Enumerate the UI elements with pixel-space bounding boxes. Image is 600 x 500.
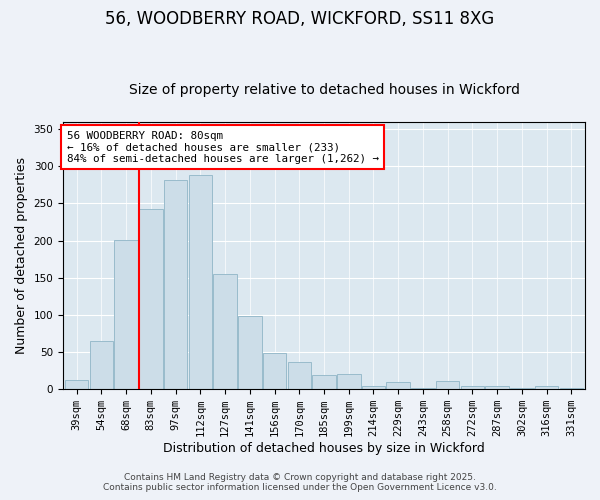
Bar	[89, 341, 113, 389]
Bar	[312, 375, 336, 389]
Bar	[238, 316, 262, 389]
Bar	[485, 386, 509, 389]
Bar	[65, 380, 88, 389]
Bar	[362, 386, 385, 389]
Text: 56, WOODBERRY ROAD, WICKFORD, SS11 8XG: 56, WOODBERRY ROAD, WICKFORD, SS11 8XG	[106, 10, 494, 28]
Text: 56 WOODBERRY ROAD: 80sqm
← 16% of detached houses are smaller (233)
84% of semi-: 56 WOODBERRY ROAD: 80sqm ← 16% of detach…	[67, 130, 379, 164]
Y-axis label: Number of detached properties: Number of detached properties	[15, 157, 28, 354]
Bar	[188, 174, 212, 389]
Bar	[436, 381, 460, 389]
Bar	[535, 386, 559, 389]
Bar	[164, 180, 187, 389]
Bar	[139, 210, 163, 389]
Bar	[337, 374, 361, 389]
Bar	[411, 388, 435, 389]
Bar	[263, 353, 286, 389]
Bar	[386, 382, 410, 389]
Bar	[287, 362, 311, 389]
X-axis label: Distribution of detached houses by size in Wickford: Distribution of detached houses by size …	[163, 442, 485, 455]
Title: Size of property relative to detached houses in Wickford: Size of property relative to detached ho…	[128, 83, 520, 97]
Bar	[214, 274, 237, 389]
Bar	[115, 240, 138, 389]
Text: Contains HM Land Registry data © Crown copyright and database right 2025.
Contai: Contains HM Land Registry data © Crown c…	[103, 473, 497, 492]
Bar	[461, 386, 484, 389]
Bar	[560, 388, 583, 389]
Bar	[510, 388, 533, 389]
